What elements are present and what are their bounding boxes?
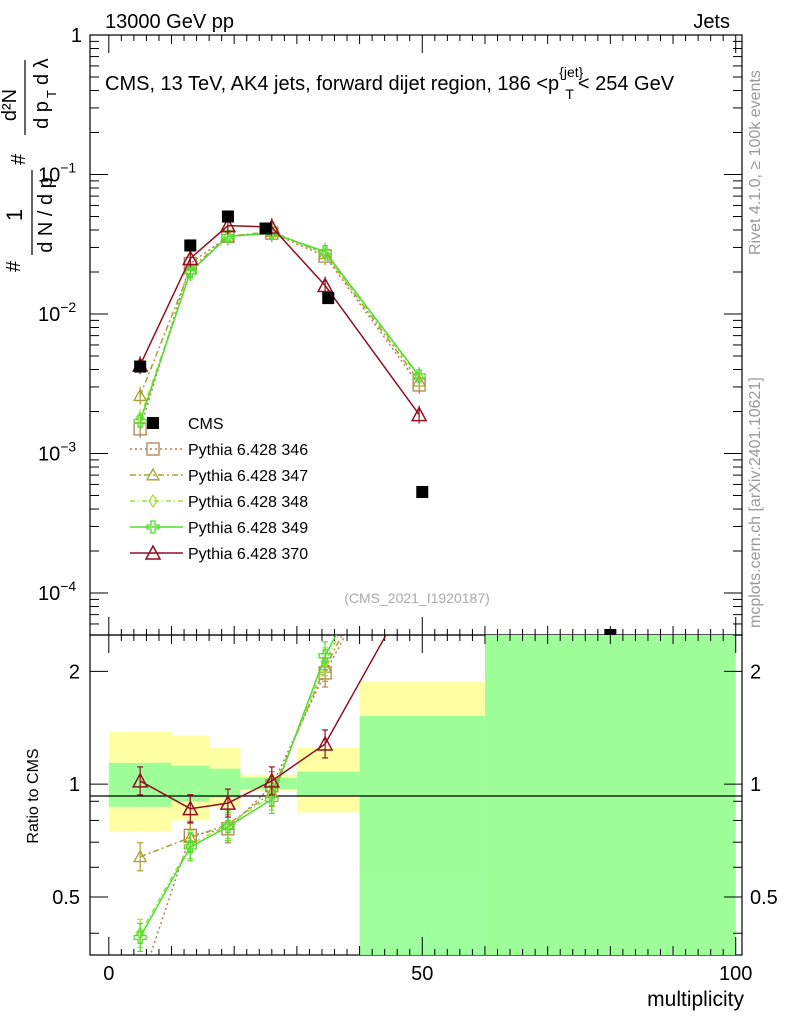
ratio-y-label: Ratio to CMS [25,748,42,843]
main-point-series-4-4 [316,276,334,293]
main-point-series-3-0 [133,414,147,429]
main-line-series-3 [139,232,420,422]
ratio-line-series-4 [139,635,387,810]
ylabel-frac2-num: d²N [0,89,21,121]
main-point-series-4-2 [219,217,237,233]
legend-marker-0 [146,442,160,456]
ratio-y-tick-label-right-0: 0.5 [750,887,778,909]
ratio-y-tick-label-right-2: 2 [750,661,761,683]
ratio-line-series-2 [139,635,340,934]
ratio-line-series-3 [139,635,338,938]
chart-title: CMS, 13 TeV, AK4 jets, forward dijet reg… [105,64,675,102]
x-ticks: 0 50 100 [103,35,752,985]
ylabel-prefix: # [3,260,25,272]
ratio-y-ticks: 0.5 0.5 1 1 2 2 [52,661,778,934]
main-y-tick-label-0: 1 [71,25,82,47]
ratio-bands [108,635,736,955]
ratio-series [131,635,387,955]
legend-label-cms: CMS [188,416,224,433]
ratio-y-tick-label-right-1: 1 [750,774,761,796]
y-axis-label: # 1 d N / d p # d²N d p T d λ [0,58,59,272]
header-right: Jets [693,11,730,33]
cms-point-4 [322,292,335,305]
ratio-point-series-3-3 [265,792,279,807]
main-point-series-4-1 [182,249,199,266]
cms-point-6 [604,629,617,635]
x-axis-label: multiplicity [647,988,744,1011]
ratio-point-series-4-1 [182,800,199,816]
analysis-id-watermark: (CMS_2021_I1920187) [344,590,490,606]
x-tick-label-2: 100 [719,963,752,985]
ratio-band-inner-2 [209,768,241,798]
main-point-series-3-4 [318,244,332,259]
rivet-version-text: Rivet 4.1.0, ≥ 100k events [747,70,764,255]
legend: CMS Pythia 6.428 346 Pythia 6.428 347 Pythi… [130,416,308,563]
main-line-series-1 [139,230,420,396]
cms-point-3 [259,222,272,235]
main-line-series-0 [139,232,420,430]
ratio-y-tick-label-left-0: 0.5 [52,887,80,909]
main-line-series-2 [139,232,420,419]
cms-points [134,210,617,635]
ratio-point-series-3-1 [183,840,197,854]
main-point-series-4-5 [410,406,428,422]
x-tick-label-1: 50 [411,963,433,985]
legend-marker-4 [144,544,162,560]
ylabel-sub: T [44,90,59,98]
ratio-line-series-0 [149,635,347,955]
ylabel-frac2-den: d p [31,101,53,129]
ratio-point-series-3-0 [133,930,147,945]
cms-point-5 [416,485,429,498]
ylabel-frac1-den: d N / d p [35,177,57,253]
x-tick-label-0: 0 [103,963,114,985]
legend-label-2: Pythia 6.428 348 [188,494,308,511]
legend-label-1: Pythia 6.428 347 [188,468,308,485]
ratio-line-series-1 [139,635,344,858]
legend-label-3: Pythia 6.428 349 [188,520,308,537]
legend-marker-1 [145,467,161,481]
ratio-point-series-4-2 [219,794,237,810]
legend-marker-3 [146,520,160,534]
cms-point-2 [221,210,234,223]
main-y-ticks: 1 10−1 10−2 10−3 10−4 [38,25,742,636]
ratio-y-tick-label-left-1: 1 [69,774,80,796]
main-point-series-3-2 [221,229,235,244]
ratio-y-tick-label-left-2: 2 [69,661,80,683]
main-y-tick-label-1: 10−1 [38,160,76,187]
legend-marker-2 [148,493,158,509]
ratio-point-series-4-4 [316,735,334,751]
ratio-band-inner-5 [359,715,485,955]
ratio-band-inner-3 [240,777,297,790]
ratio-point-series-3-2 [221,820,235,834]
mcplots-credit-text: mcplots.cern.ch [arXiv:2401.10621] [747,377,764,628]
ratio-point-series-4-3 [263,772,281,788]
ylabel-suffix: d λ [31,58,53,85]
ylabel-mid-hash: # [8,153,30,165]
main-series [131,216,428,438]
main-point-series-1-0 [133,388,148,402]
cms-point-1 [184,239,197,252]
main-panel-frame [89,34,743,636]
ratio-band-inner-6 [484,635,736,955]
legend-label-0: Pythia 6.428 346 [188,442,308,459]
ratio-point-series-3-4 [318,649,332,663]
header-left: 13000 GeV pp [105,11,234,33]
main-y-tick-label-3: 10−3 [38,439,76,466]
main-y-tick-label-2: 10−2 [38,299,76,326]
ratio-point-series-4-0 [131,772,149,788]
main-line-series-4 [139,224,420,416]
ylabel-frac1-num: 1 [2,209,27,221]
main-point-series-3-5 [412,369,426,383]
ratio-band-inner-4 [296,771,360,796]
legend-marker-cms [147,417,159,429]
ratio-point-series-1-0 [133,849,148,863]
cms-point-0 [134,360,147,373]
main-y-tick-label-4: 10−4 [38,578,76,605]
legend-label-4: Pythia 6.428 370 [188,546,308,563]
